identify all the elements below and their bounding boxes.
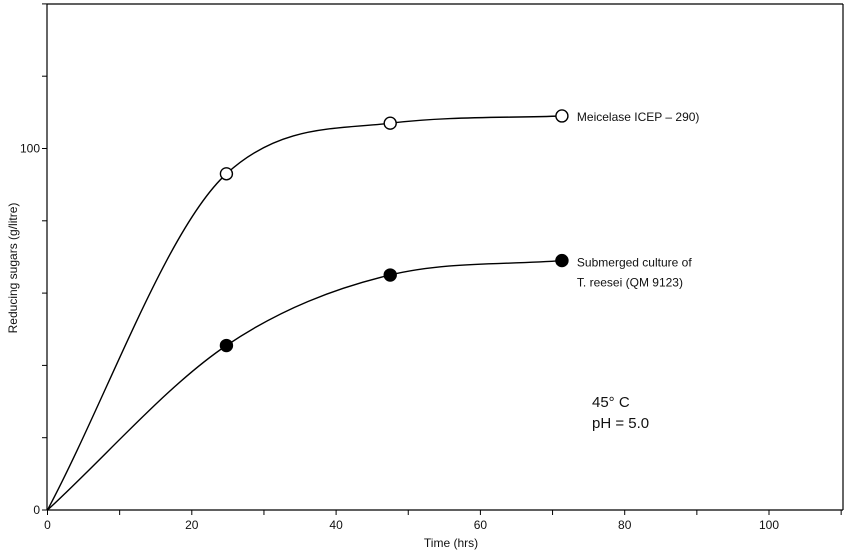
series-label-submerged-line1: Submerged culture of [577,256,692,270]
x-tick-label: 80 [618,518,632,532]
series-label-submerged-line2: T. reesei (QM 9123) [577,276,683,290]
series-markers [219,109,569,353]
x-tick-label: 0 [44,518,51,532]
data-point-s1-2 [383,268,397,282]
data-point-s1-1 [219,338,234,353]
series-line-1 [47,259,562,511]
data-point-s0-1 [219,167,234,181]
series-line-0 [46,115,562,511]
data-point-s1-3 [555,253,569,268]
x-tick-label: 40 [329,518,343,532]
data-point-s0-3 [555,109,569,123]
y-tick-label: 0 [33,503,40,517]
condition-temperature: 45° C [592,394,630,411]
condition-ph: pH = 5.0 [592,415,649,432]
series-curves [46,115,562,511]
x-tick-label: 20 [185,518,199,532]
ticks: 0 20 40 60 80 100 0 100 [20,3,842,532]
x-tick-label: 100 [759,518,779,532]
x-tick-label: 60 [474,518,488,532]
y-axis-title: Reducing sugars (g/litre) [6,203,20,334]
axes [46,3,844,511]
x-axis-title: Time (hrs) [424,536,478,550]
y-tick-label: 100 [20,142,40,156]
data-point-s0-2 [383,116,397,130]
series-label-meicelase: Meicelase ICEP – 290) [577,110,700,124]
